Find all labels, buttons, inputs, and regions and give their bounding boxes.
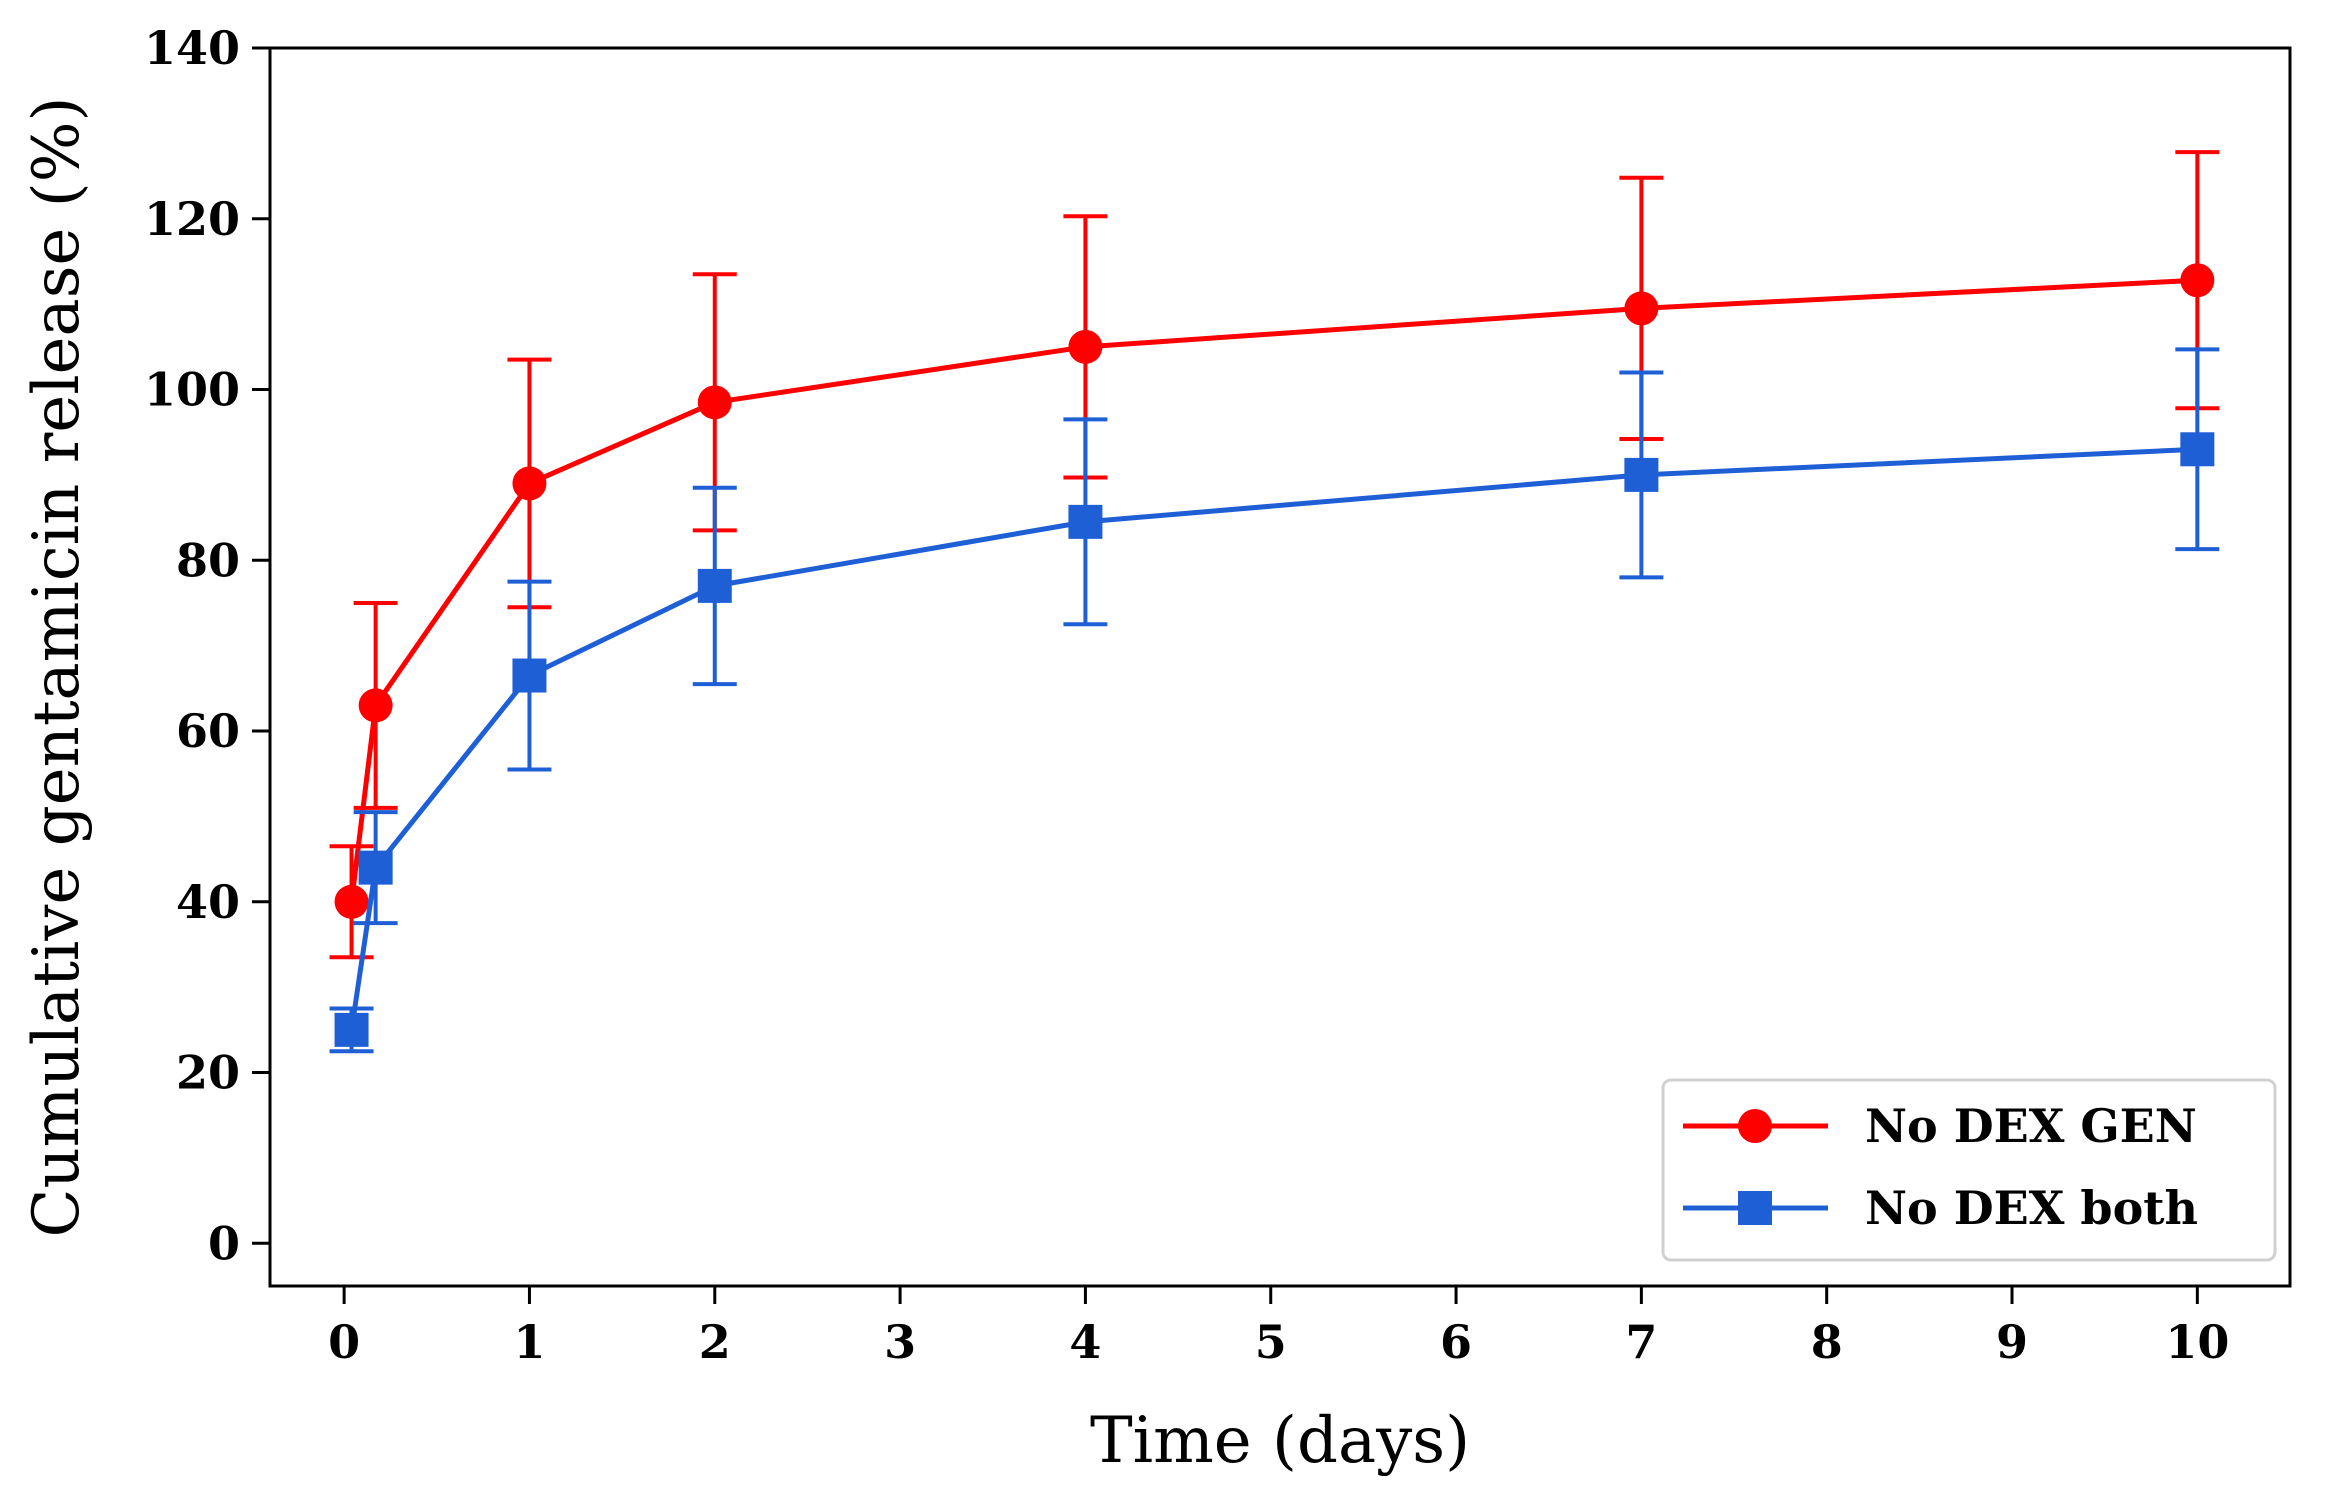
y-tick-label: 0 (208, 1216, 240, 1270)
x-tick-label: 2 (699, 1315, 731, 1369)
legend-entry: No DEX both (1683, 1181, 2198, 1235)
x-tick-label: 7 (1625, 1315, 1657, 1369)
legend-items: No DEX GEN No DEX both (1683, 1099, 2198, 1235)
data-point (512, 658, 547, 693)
y-axis-ticks: 0 20 40 60 80 100 120 140 (144, 21, 270, 1270)
data-point (697, 568, 732, 603)
y-tick-label: 80 (176, 533, 240, 587)
data-point (2180, 263, 2215, 298)
legend-marker (1738, 1191, 1772, 1225)
data-point (697, 385, 732, 420)
y-tick-label: 120 (144, 192, 240, 246)
data-point (358, 688, 393, 723)
series-no-dex-both (329, 347, 2220, 1054)
legend-label: No DEX both (1865, 1181, 2198, 1235)
x-axis-title: Time (days) (1090, 1404, 1470, 1478)
data-point (334, 884, 369, 919)
series-no-dex-gen (329, 150, 2220, 960)
y-axis-title: Cumulative gentamicin release (%) (20, 96, 94, 1237)
data-point (1068, 329, 1103, 364)
x-tick-label: 10 (2165, 1315, 2229, 1369)
legend-entry: No DEX GEN (1683, 1099, 2197, 1153)
x-tick-label: 8 (1811, 1315, 1843, 1369)
y-tick-label: 40 (176, 875, 240, 929)
series-line (349, 446, 2198, 1031)
legend: No DEX GEN No DEX both (1661, 1078, 2277, 1262)
data-point (2180, 432, 2215, 467)
x-tick-label: 9 (1996, 1315, 2028, 1369)
series-line (349, 277, 2198, 903)
x-tick-label: 3 (884, 1315, 916, 1369)
y-tick-label: 20 (176, 1046, 240, 1100)
x-tick-label: 4 (1069, 1315, 1101, 1369)
series-layer (329, 150, 2220, 1054)
legend-marker (1738, 1109, 1772, 1143)
y-tick-label: 60 (176, 704, 240, 758)
x-tick-label: 1 (513, 1315, 545, 1369)
data-point (358, 850, 393, 885)
data-point (334, 1012, 369, 1047)
data-point (512, 466, 547, 501)
plot-frame (268, 46, 2292, 1288)
legend-label: No DEX GEN (1865, 1099, 2197, 1153)
x-tick-label: 5 (1255, 1315, 1287, 1369)
x-tick-label: 0 (328, 1315, 360, 1369)
data-point (1624, 457, 1659, 492)
data-point (1068, 504, 1103, 539)
x-axis-ticks: 0 1 2 3 4 5 6 7 8 9 10 (328, 1286, 2229, 1369)
y-tick-label: 100 (144, 363, 240, 417)
data-point (1624, 291, 1659, 326)
y-tick-label: 140 (144, 21, 240, 75)
axes-layer: 0 1 2 3 4 5 6 7 8 9 10 0 20 40 60 80 100 120 140 Time (da… (20, 21, 2292, 1478)
x-tick-label: 6 (1440, 1315, 1472, 1369)
